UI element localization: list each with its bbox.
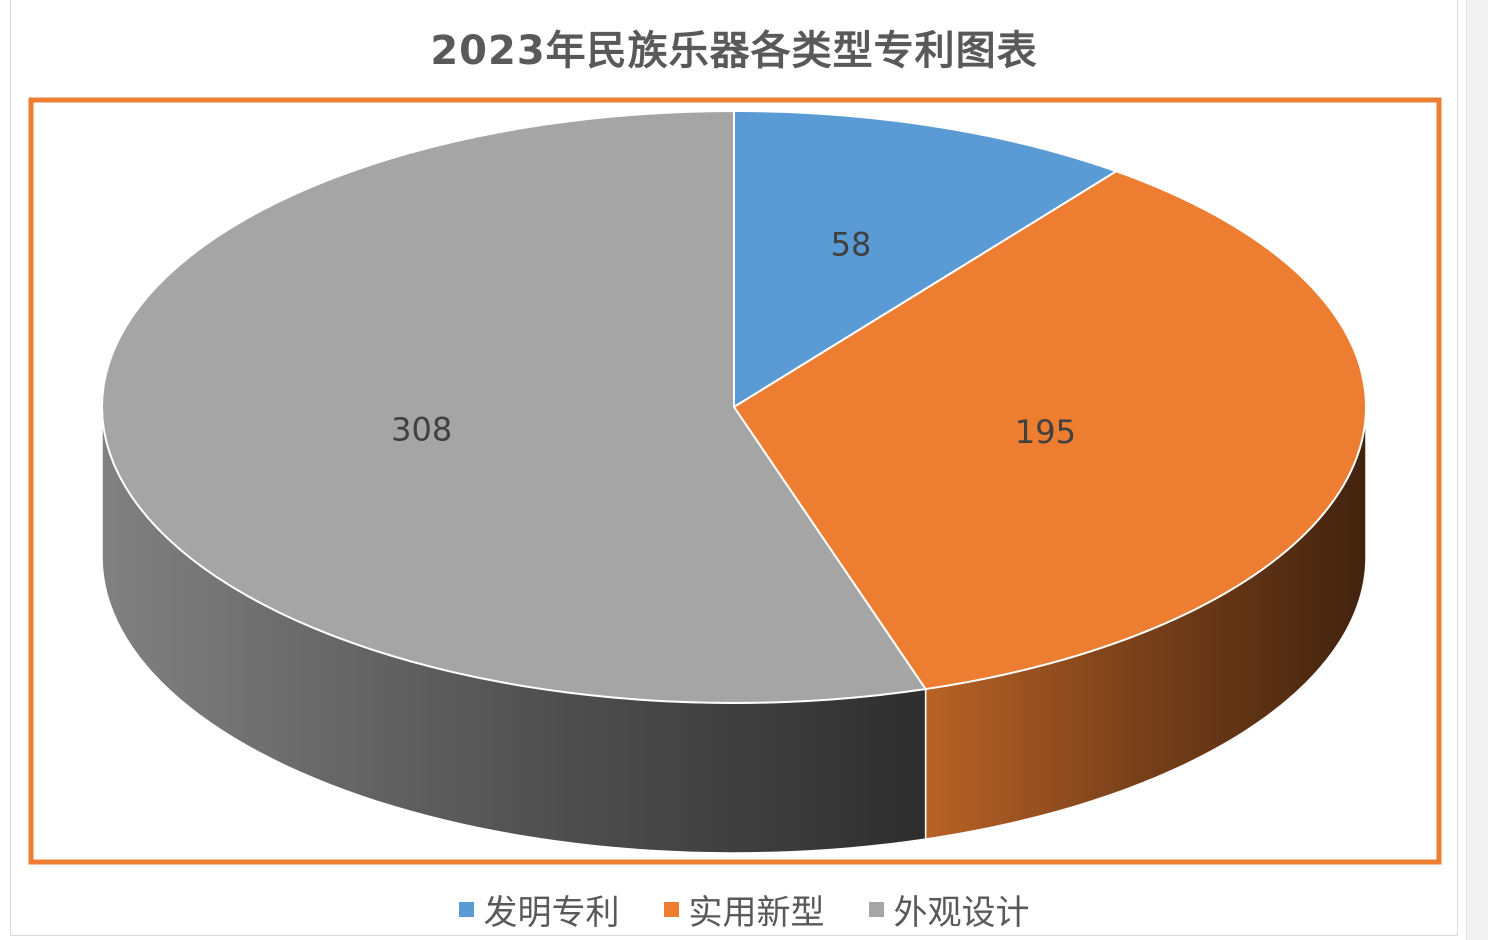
pie-data-labels: 58 195 308 [391, 225, 1076, 451]
data-label-invention: 58 [831, 225, 872, 263]
plot-area-selection-border[interactable] [28, 97, 1442, 865]
pie-slice-design[interactable] [100, 109, 928, 705]
legend-label-utility-model: 实用新型 [688, 892, 825, 933]
scrollbar-edge[interactable] [1466, 0, 1488, 940]
pie-slice-invention[interactable] [733, 109, 1119, 409]
legend-swatch-design [868, 901, 884, 917]
chart-title: 2023年民族乐器各类型专利图表 [430, 28, 1038, 74]
legend-item-utility-model[interactable]: 实用新型 [663, 885, 825, 934]
legend-label-design: 外观设计 [893, 892, 1030, 933]
data-label-design: 308 [391, 411, 452, 449]
pie-top-faces [100, 109, 1368, 705]
pie-slice-utility-model[interactable] [732, 170, 1368, 691]
legend-item-design[interactable]: 外观设计 [868, 885, 1030, 934]
legend-label-invention: 发明专利 [483, 892, 620, 933]
legend-swatch-utility-model [663, 901, 679, 917]
legend-item-invention[interactable]: 发明专利 [458, 885, 620, 934]
data-label-utility-model: 195 [1015, 413, 1076, 451]
legend: 发明专利 实用新型 外观设计 [0, 885, 1488, 934]
legend-swatch-invention [458, 901, 474, 917]
